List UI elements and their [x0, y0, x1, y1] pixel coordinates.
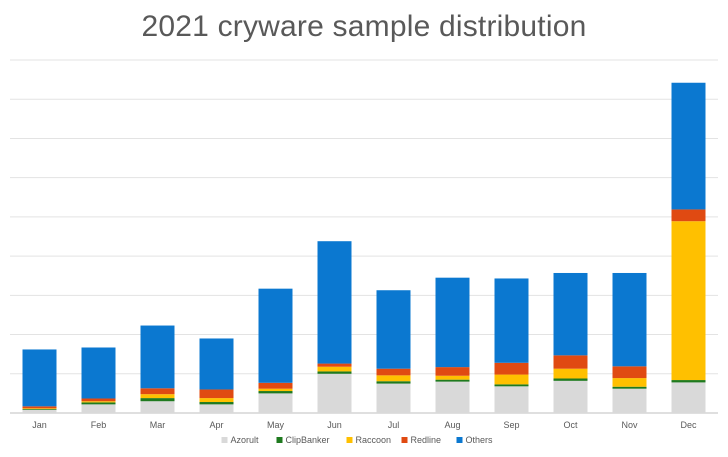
bar-redline-dec — [671, 209, 706, 222]
legend-swatch-others — [456, 437, 463, 443]
bar-azorult-apr — [199, 404, 234, 413]
bar-clipbanker-nov — [612, 386, 647, 389]
bar-redline-sep — [494, 362, 529, 375]
bar-others-aug — [435, 277, 470, 368]
legend-label-clipbanker: ClipBanker — [286, 435, 330, 445]
bar-clipbanker-may — [258, 391, 293, 394]
x-tick-label: Apr — [209, 420, 223, 430]
x-tick-label: Aug — [444, 420, 460, 430]
legend-swatch-redline — [401, 437, 408, 443]
legend-swatch-raccoon — [346, 437, 353, 443]
legend-label-redline: Redline — [411, 435, 442, 445]
bar-redline-nov — [612, 366, 647, 379]
bar-clipbanker-sep — [494, 384, 529, 387]
bar-azorult-may — [258, 393, 293, 413]
bar-others-apr — [199, 338, 234, 390]
bar-redline-apr — [199, 389, 234, 399]
x-tick-label: Mar — [150, 420, 166, 430]
bar-clipbanker-aug — [435, 379, 470, 382]
bar-others-jun — [317, 241, 352, 364]
bar-raccoon-apr — [199, 398, 234, 403]
x-tick-label: May — [267, 420, 285, 430]
legend-label-raccoon: Raccoon — [356, 435, 392, 445]
bar-raccoon-sep — [494, 374, 529, 385]
x-tick-label: Dec — [680, 420, 697, 430]
bar-azorult-jun — [317, 373, 352, 413]
bar-clipbanker-feb — [81, 402, 116, 405]
legend-swatch-azorult — [221, 437, 228, 443]
bar-raccoon-may — [258, 388, 293, 392]
legend-label-azorult: Azorult — [231, 435, 260, 445]
bar-raccoon-jun — [317, 366, 352, 372]
x-tick-label: Nov — [621, 420, 638, 430]
bar-raccoon-dec — [671, 221, 706, 381]
bar-azorult-oct — [553, 380, 588, 413]
bar-clipbanker-oct — [553, 378, 588, 381]
bar-clipbanker-mar — [140, 398, 175, 402]
bar-redline-feb — [81, 398, 116, 402]
bar-azorult-jan — [22, 409, 57, 413]
bar-redline-oct — [553, 355, 588, 369]
bar-azorult-nov — [612, 388, 647, 413]
bar-others-jul — [376, 290, 411, 369]
bar-others-may — [258, 288, 293, 383]
bar-others-nov — [612, 272, 647, 367]
x-tick-label: Jun — [327, 420, 342, 430]
bar-others-jan — [22, 349, 57, 407]
bar-azorult-dec — [671, 382, 706, 413]
bar-raccoon-aug — [435, 375, 470, 380]
bar-others-sep — [494, 278, 529, 363]
bar-azorult-aug — [435, 381, 470, 413]
bar-raccoon-mar — [140, 394, 175, 399]
bar-clipbanker-dec — [671, 380, 706, 383]
bar-azorult-jul — [376, 383, 411, 413]
bar-raccoon-nov — [612, 378, 647, 387]
bar-clipbanker-apr — [199, 402, 234, 405]
bar-azorult-sep — [494, 386, 529, 413]
x-tick-label: Sep — [503, 420, 519, 430]
legend-swatch-clipbanker — [276, 437, 283, 443]
bar-raccoon-jul — [376, 375, 411, 382]
bar-others-mar — [140, 325, 175, 389]
bar-azorult-feb — [81, 404, 116, 413]
chart-title: 2021 cryware sample distribution — [141, 10, 587, 43]
bar-raccoon-oct — [553, 368, 588, 379]
bar-redline-mar — [140, 388, 175, 395]
bar-raccoon-jan — [22, 408, 57, 410]
bar-redline-aug — [435, 367, 470, 376]
bar-raccoon-feb — [81, 401, 116, 403]
bar-redline-jan — [22, 406, 57, 409]
bar-others-feb — [81, 347, 116, 399]
bar-others-oct — [553, 272, 588, 356]
bar-clipbanker-jan — [22, 409, 57, 410]
bar-others-dec — [671, 82, 706, 210]
x-tick-label: Jul — [388, 420, 400, 430]
bar-redline-may — [258, 382, 293, 389]
legend-label-others: Others — [466, 435, 494, 445]
bar-redline-jun — [317, 363, 352, 367]
bar-clipbanker-jun — [317, 371, 352, 374]
x-tick-label: Jan — [32, 420, 47, 430]
bar-redline-jul — [376, 368, 411, 376]
bar-clipbanker-jul — [376, 381, 411, 384]
bar-azorult-mar — [140, 401, 175, 413]
x-tick-label: Feb — [91, 420, 107, 430]
x-tick-label: Oct — [563, 420, 578, 430]
